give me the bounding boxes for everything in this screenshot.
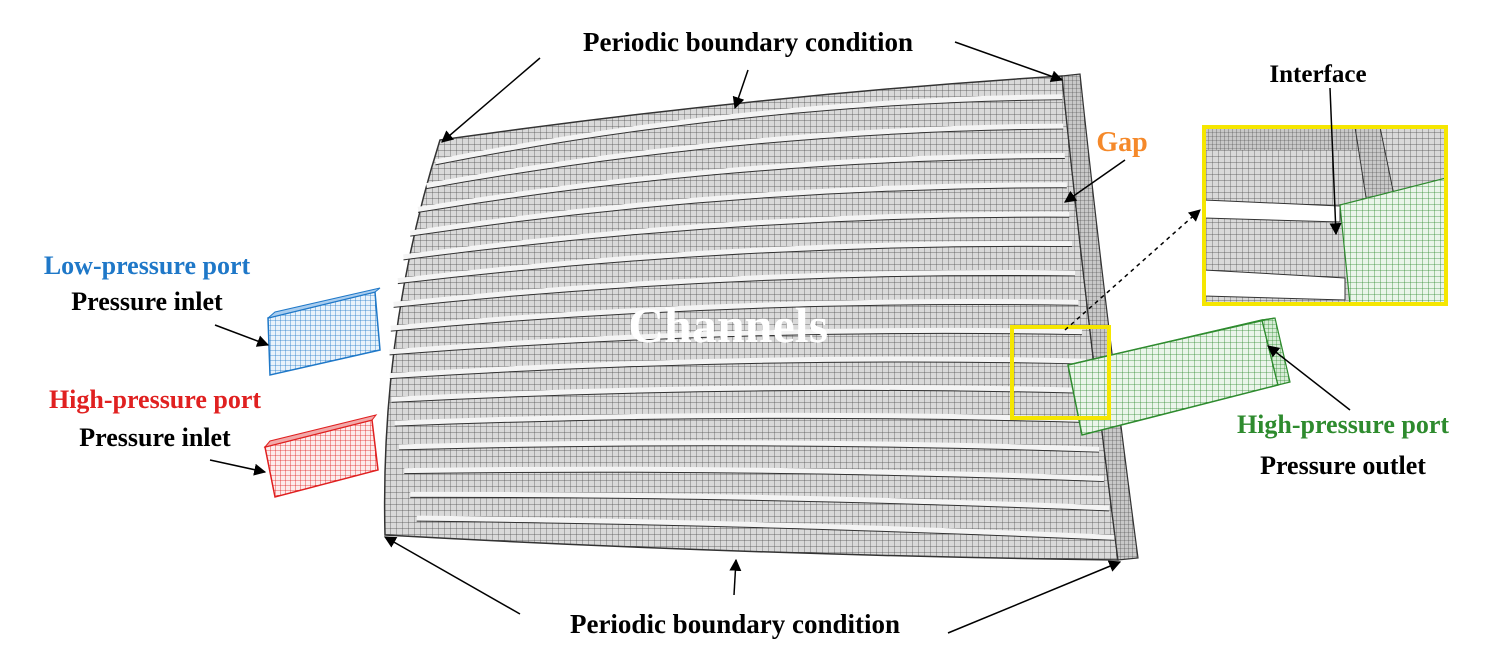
arrow-low-port — [215, 325, 268, 345]
arrow-high-port-left — [210, 460, 265, 472]
low-pressure-port-mesh — [268, 288, 380, 375]
interface-label: Interface — [1269, 61, 1366, 88]
high-pressure-inlet-port-mesh — [265, 415, 378, 497]
periodic-top-label: Periodic boundary condition — [583, 27, 913, 57]
low-port-title: Low-pressure port — [44, 251, 251, 280]
high-port-left-bc: Pressure inlet — [79, 423, 231, 452]
high-port-left-title: High-pressure port — [49, 385, 261, 414]
high-port-right-bc: Pressure outlet — [1260, 451, 1426, 480]
low-port-bc: Pressure inlet — [71, 287, 223, 316]
arrow-periodic-bottom-right — [948, 562, 1120, 633]
arrow-periodic-top-right — [955, 42, 1062, 80]
gap-label: Gap — [1096, 127, 1147, 158]
high-port-right-title: High-pressure port — [1237, 410, 1449, 439]
channels-label: Channels — [628, 297, 828, 353]
arrow-periodic-bottom-mid — [734, 560, 736, 595]
periodic-bottom-label: Periodic boundary condition — [570, 609, 900, 639]
interface-zoom-inset — [1204, 127, 1446, 304]
arrow-periodic-bottom-left — [385, 537, 520, 614]
